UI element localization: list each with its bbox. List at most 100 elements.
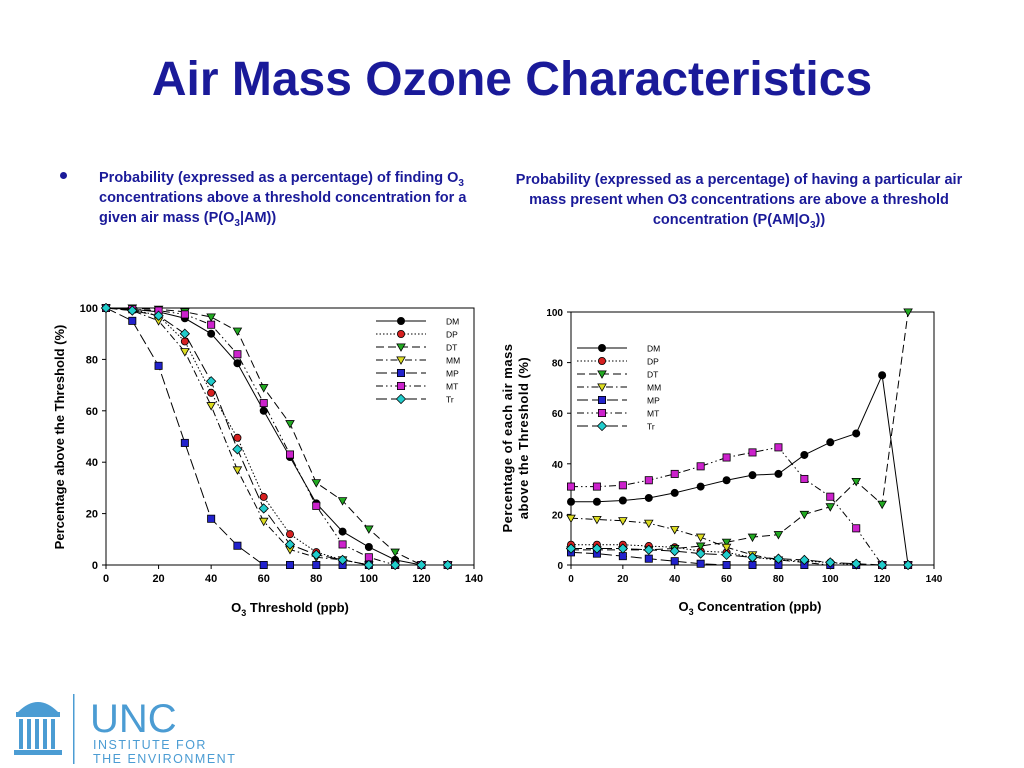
left-caption-sub-2: 3 bbox=[234, 217, 240, 229]
right-data-point-tr bbox=[902, 559, 914, 571]
right-data-point-dm bbox=[670, 488, 679, 497]
right-caption-sub-1: 3 bbox=[809, 219, 816, 231]
right-data-point-mt bbox=[644, 476, 653, 485]
left-y-tick-label: 60 bbox=[86, 406, 98, 418]
right-data-point-dm bbox=[722, 476, 731, 485]
left-data-point-dm bbox=[207, 329, 216, 338]
right-legend-item-mp: MP bbox=[577, 396, 660, 406]
left-legend-item-tr: Tr bbox=[376, 393, 454, 405]
left-data-point-dm bbox=[233, 359, 242, 368]
right-legend-item-tr: Tr bbox=[577, 420, 655, 432]
left-data-point-mp bbox=[207, 514, 216, 523]
right-legend-marker bbox=[596, 420, 608, 432]
left-x-tick-label: 0 bbox=[103, 573, 109, 585]
left-legend-marker bbox=[396, 316, 405, 325]
right-x-tick-label: 0 bbox=[568, 574, 574, 585]
right-data-point-tr bbox=[773, 553, 784, 564]
left-data-point-tr bbox=[416, 559, 427, 571]
left-legend-label: DP bbox=[446, 330, 458, 340]
right-data-point-dm bbox=[800, 450, 809, 459]
left-data-point-mm bbox=[232, 466, 243, 475]
left-series-line-dp bbox=[105, 307, 448, 566]
left-data-point-dp bbox=[285, 530, 294, 539]
left-y-tick-label: 80 bbox=[86, 354, 98, 366]
right-series-line-tr bbox=[571, 548, 909, 566]
left-data-point-tr bbox=[179, 328, 191, 339]
left-data-point-dt bbox=[364, 525, 374, 534]
right-data-point-mm bbox=[695, 533, 706, 543]
slide-title: Air Mass Ozone Characteristics bbox=[151, 53, 873, 106]
left-x-tick-label: 100 bbox=[360, 573, 378, 585]
left-legend-item-dt: DT bbox=[376, 343, 457, 353]
right-legend-label: MM bbox=[647, 383, 661, 393]
right-data-point-dt bbox=[695, 542, 706, 551]
left-legend-item-dm: DM bbox=[376, 317, 459, 327]
left-data-point-tr bbox=[311, 549, 322, 560]
right-data-point-mm bbox=[721, 543, 732, 553]
right-data-point-dt bbox=[851, 478, 862, 487]
left-data-point-mm bbox=[180, 348, 190, 357]
right-legend-label: DP bbox=[647, 357, 659, 367]
right-legend-label: DT bbox=[647, 370, 658, 380]
right-caption-text-2: )) bbox=[815, 212, 826, 228]
right-data-point-tr bbox=[799, 554, 810, 566]
right-data-point-dt bbox=[721, 538, 732, 548]
right-plot-frame bbox=[570, 311, 935, 566]
right-data-point-mt bbox=[618, 481, 627, 490]
left-data-point-tr bbox=[442, 559, 453, 571]
right-legend-label: MP bbox=[647, 396, 660, 406]
right-data-point-tr bbox=[876, 559, 888, 571]
right-data-point-dt bbox=[773, 531, 784, 540]
left-legend-label: DM bbox=[446, 317, 459, 327]
right-data-point-mm bbox=[643, 519, 654, 529]
right-data-point-dm bbox=[696, 482, 705, 491]
right-data-point-mt bbox=[670, 469, 679, 478]
left-data-point-mp bbox=[312, 561, 321, 570]
right-data-point-mp bbox=[722, 561, 731, 570]
right-legend-item-dp: DP bbox=[577, 357, 659, 367]
left-series-line-mm bbox=[105, 307, 448, 566]
right-series-dt bbox=[566, 308, 913, 555]
logo-name: UNC bbox=[90, 697, 177, 741]
left-data-point-dt bbox=[285, 420, 295, 429]
left-caption-sub-1: 3 bbox=[458, 177, 464, 189]
right-y-tick-label: 60 bbox=[552, 409, 564, 420]
right-caption: Probability (expressed as a percentage) … bbox=[505, 170, 973, 230]
right-data-point-mt bbox=[567, 482, 576, 491]
left-legend-label: DT bbox=[446, 343, 457, 353]
right-data-point-tr bbox=[643, 544, 654, 555]
right-x-tick-label: 120 bbox=[874, 574, 891, 585]
right-data-point-mt bbox=[826, 492, 835, 501]
left-legend-marker bbox=[396, 381, 405, 390]
right-legend-item-dm: DM bbox=[577, 344, 660, 354]
right-series-line-dp bbox=[571, 544, 909, 566]
right-series-line-mp bbox=[570, 551, 909, 566]
right-data-point-tr bbox=[565, 543, 577, 554]
right-legend-marker bbox=[598, 408, 607, 417]
left-legend-marker bbox=[395, 393, 407, 405]
left-legend-marker bbox=[396, 356, 406, 365]
right-data-point-mp bbox=[644, 554, 653, 563]
right-data-point-dt bbox=[877, 500, 887, 510]
left-y-tick-label: 0 bbox=[92, 560, 98, 572]
right-legend-marker bbox=[598, 356, 607, 365]
right-data-point-dm bbox=[774, 469, 783, 478]
right-x-tick-label: 20 bbox=[617, 574, 629, 585]
left-chart-group: 0 20 40 60 80 100 120 140 0 20 40 60 80 100 O3 Thresho… bbox=[52, 302, 483, 618]
left-data-point-mt bbox=[312, 501, 321, 510]
left-x-tick-label: 40 bbox=[205, 573, 217, 585]
old-well-icon bbox=[14, 702, 62, 755]
left-data-point-tr bbox=[284, 539, 296, 550]
left-data-point-mt bbox=[364, 553, 373, 562]
left-series-tr bbox=[100, 302, 453, 571]
right-data-point-tr bbox=[669, 545, 680, 557]
left-data-point-mt bbox=[259, 399, 268, 408]
right-caption-text-1: Probability (expressed as a percentage) … bbox=[515, 172, 963, 228]
left-data-point-dp bbox=[233, 433, 242, 442]
right-x-tick-label: 40 bbox=[669, 574, 681, 585]
right-data-point-tr bbox=[721, 549, 732, 561]
left-data-point-tr bbox=[258, 503, 269, 514]
right-chart-group: 0 20 40 60 80 100 120 140 0 20 40 60 80 100 O3 Concent… bbox=[500, 308, 943, 617]
left-data-point-tr bbox=[205, 376, 217, 387]
